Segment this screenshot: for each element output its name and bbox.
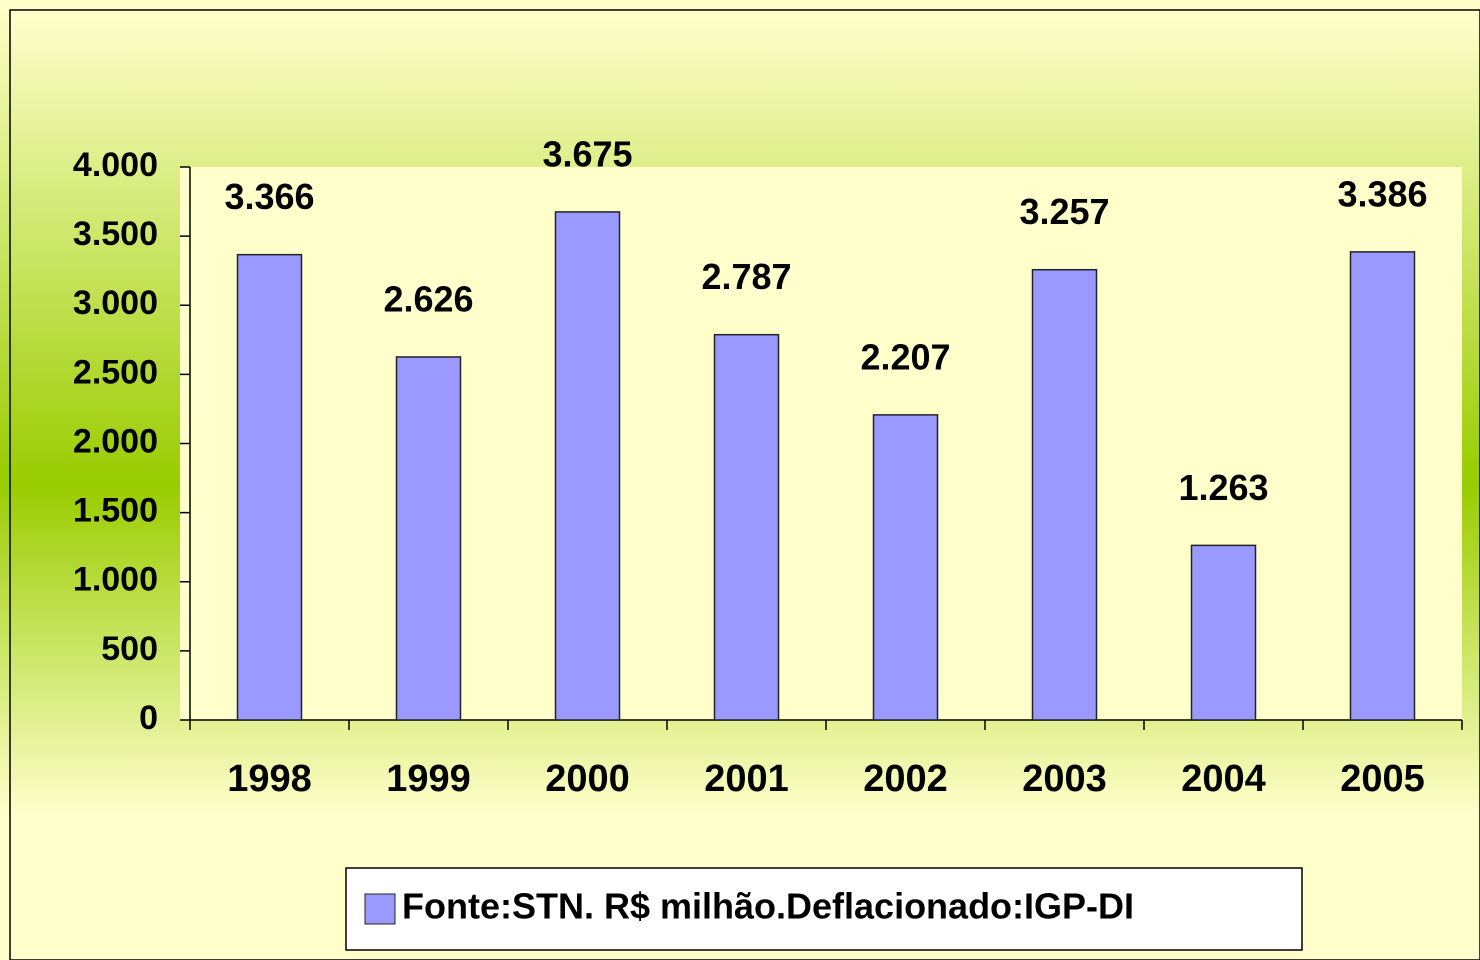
bar xyxy=(1031,268,1098,721)
y-tick-label: 0 xyxy=(139,699,158,737)
x-tick-label: 2001 xyxy=(704,758,789,800)
value-label: 2.207 xyxy=(860,336,950,377)
x-tick-label: 2003 xyxy=(1022,758,1107,800)
x-tick-label: 2002 xyxy=(863,758,948,800)
bar xyxy=(395,356,462,721)
value-label: 2.787 xyxy=(701,256,791,297)
y-tick-label: 2.500 xyxy=(73,353,158,391)
value-label: 3.675 xyxy=(542,133,632,174)
value-label: 2.626 xyxy=(383,278,473,319)
bar xyxy=(236,253,303,721)
legend-swatch xyxy=(364,893,396,925)
bar xyxy=(713,333,780,721)
bar xyxy=(1349,251,1416,721)
value-label: 3.386 xyxy=(1337,173,1427,214)
value-label: 3.257 xyxy=(1019,191,1109,232)
y-tick-label: 4.000 xyxy=(73,146,158,184)
y-tick-label: 1.000 xyxy=(73,561,158,599)
y-tick-label: 2.000 xyxy=(73,422,158,460)
x-tick-label: 2005 xyxy=(1340,758,1425,800)
bar xyxy=(554,211,621,721)
value-label: 1.263 xyxy=(1178,467,1268,508)
bar xyxy=(1190,544,1257,721)
legend-label: Fonte:STN. R$ milhão.Deflacionado:IGP-DI xyxy=(402,886,1134,927)
y-tick-label: 3.500 xyxy=(73,215,158,253)
plot-area xyxy=(180,167,1462,720)
x-tick-label: 2004 xyxy=(1181,758,1266,800)
x-tick-label: 1999 xyxy=(386,758,471,800)
y-tick-label: 500 xyxy=(101,630,158,668)
x-tick-label: 2000 xyxy=(545,758,630,800)
y-tick-label: 3.000 xyxy=(73,284,158,322)
value-label: 3.366 xyxy=(224,176,314,217)
legend-box xyxy=(345,867,1303,951)
bar xyxy=(872,414,939,721)
x-tick-label: 1998 xyxy=(227,758,312,800)
y-tick-label: 1.500 xyxy=(73,492,158,530)
